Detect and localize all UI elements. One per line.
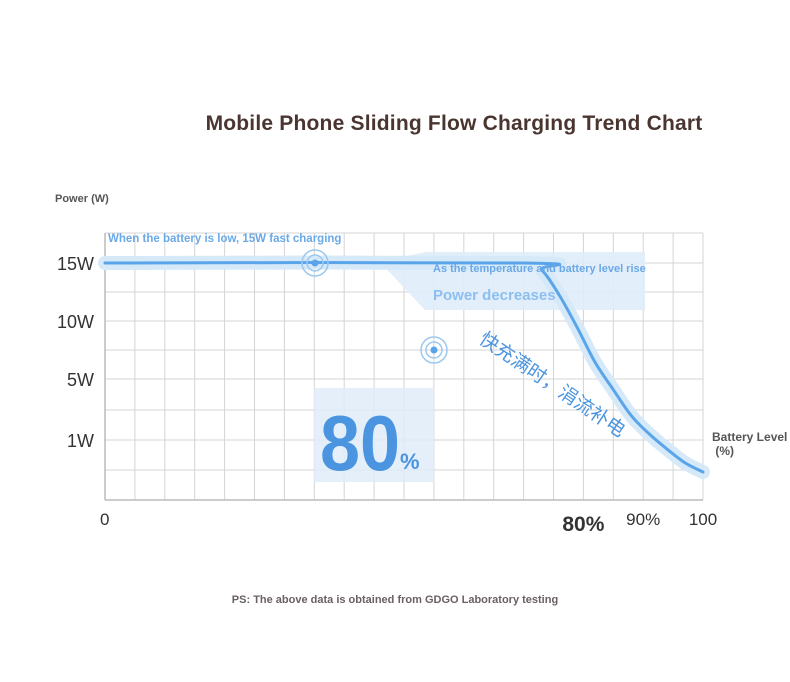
percent-highlight-box	[314, 388, 434, 482]
x-tick-label: 90%	[626, 510, 660, 529]
x-tick-label: 0	[100, 510, 109, 529]
big-80-number: 80	[320, 399, 400, 487]
y-tick-label: 5W	[67, 370, 94, 390]
y-tick-labels: 15W 10W 5W 1W	[57, 254, 94, 451]
y-tick-label: 1W	[67, 431, 94, 451]
y-tick-label: 10W	[57, 312, 94, 332]
x-axis-label: Battery Level (%)	[712, 430, 788, 458]
x-tick-label: 100	[689, 510, 717, 529]
footnote: PS: The above data is obtained from GDGO…	[231, 594, 559, 606]
marker-80-percent	[420, 336, 448, 364]
charging-curve	[103, 260, 705, 474]
y-tick-label: 15W	[57, 254, 94, 274]
big-percent-sign: %	[400, 449, 420, 474]
x-tick-label: 80%	[562, 513, 604, 536]
chart-title: Mobile Phone Sliding Flow Charging Trend…	[205, 112, 703, 135]
temperature-annotation: As the temperature and battery level ris…	[433, 263, 646, 275]
power-decreases-annotation: Power decreases	[433, 287, 556, 304]
marker-15w-start-decline	[301, 249, 329, 277]
y-axis-label: Power (W)	[55, 193, 109, 205]
x-tick-labels: 0 80% 90% 100	[100, 510, 717, 536]
low-battery-annotation: When the battery is low, 15W fast chargi…	[108, 233, 341, 245]
